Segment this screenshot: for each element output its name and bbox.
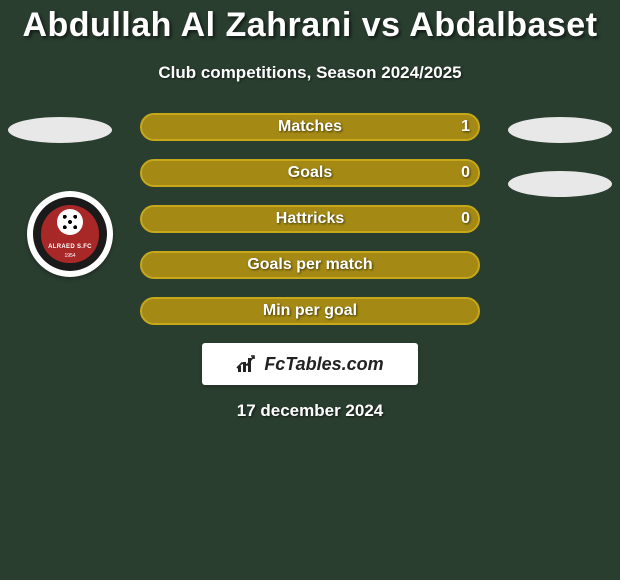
club-badge-shield: ALRAED S.FC 1954: [41, 205, 99, 263]
stat-bar: Matches 1: [140, 113, 480, 141]
stat-bar-label: Goals: [288, 164, 332, 182]
stat-bar: Min per goal: [140, 297, 480, 325]
stat-bar-value: 0: [461, 164, 470, 182]
fctables-logo-text: FcTables.com: [264, 354, 383, 375]
soccer-ball-icon: [57, 209, 83, 235]
date-label: 17 december 2024: [0, 401, 620, 421]
stat-bar: Hattricks 0: [140, 205, 480, 233]
content-area: ALRAED S.FC 1954 Matches1Goals0Hattricks…: [0, 113, 620, 421]
bar-chart-icon: [236, 354, 258, 374]
stat-bar-value: 0: [461, 210, 470, 228]
fctables-logo[interactable]: FcTables.com: [202, 343, 418, 385]
avatar-placeholder-right-1: [508, 117, 612, 143]
avatar-placeholder-left: [8, 117, 112, 143]
stats-bars: Matches 1 Goals 0 Hattricks 0 Goals per match M…: [140, 113, 480, 325]
avatar-placeholder-right-2: [508, 171, 612, 197]
page-title: Abdullah Al Zahrani vs Abdalbaset: [0, 0, 620, 45]
stat-bar-value: 1: [461, 118, 470, 136]
club-badge-year: 1954: [64, 253, 75, 259]
club-badge: ALRAED S.FC 1954: [27, 191, 113, 277]
subtitle: Club competitions, Season 2024/2025: [0, 63, 620, 83]
stat-bar-label: Min per goal: [263, 302, 357, 320]
stat-bar-label: Hattricks: [276, 210, 344, 228]
stat-bar: Goals per match: [140, 251, 480, 279]
stat-bar-label: Goals per match: [247, 256, 372, 274]
stat-bar-label: Matches: [278, 118, 342, 136]
club-badge-inner: ALRAED S.FC 1954: [33, 197, 107, 271]
club-badge-name: ALRAED S.FC: [48, 244, 92, 250]
stat-bar: Goals 0: [140, 159, 480, 187]
